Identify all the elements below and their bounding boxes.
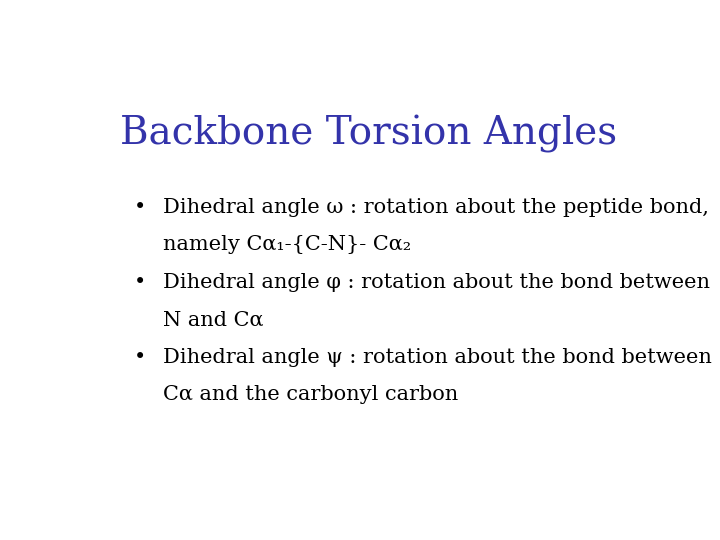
Text: Dihedral angle ω : rotation about the peptide bond,: Dihedral angle ω : rotation about the pe… bbox=[163, 198, 708, 217]
Text: •: • bbox=[134, 273, 146, 292]
Text: •: • bbox=[134, 198, 146, 217]
Text: •: • bbox=[134, 348, 146, 367]
Text: Backbone Torsion Angles: Backbone Torsion Angles bbox=[120, 114, 618, 153]
Text: namely Cα₁-{C-N}- Cα₂: namely Cα₁-{C-N}- Cα₂ bbox=[163, 235, 411, 254]
Text: Cα and the carbonyl carbon: Cα and the carbonyl carbon bbox=[163, 385, 458, 404]
Text: Dihedral angle ψ : rotation about the bond between: Dihedral angle ψ : rotation about the bo… bbox=[163, 348, 711, 367]
Text: N and Cα: N and Cα bbox=[163, 310, 263, 329]
Text: Dihedral angle φ : rotation about the bond between: Dihedral angle φ : rotation about the bo… bbox=[163, 273, 709, 292]
